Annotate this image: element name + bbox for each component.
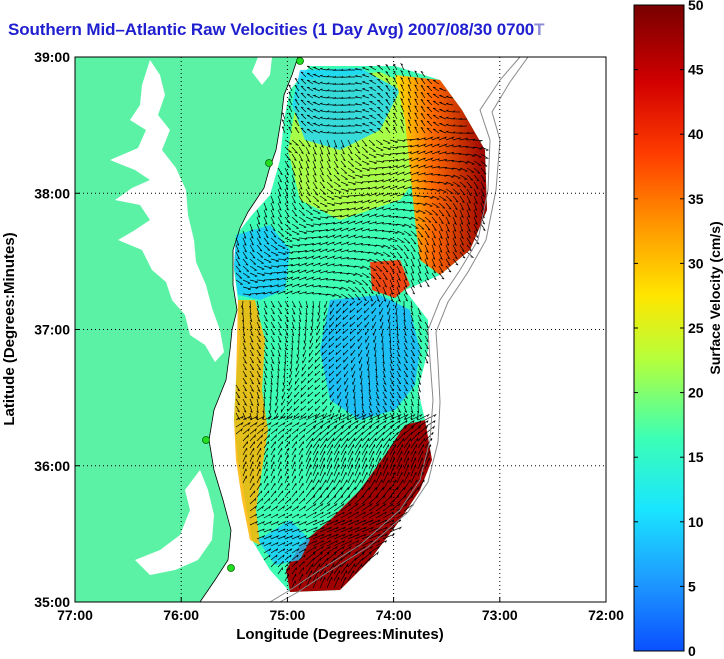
radar-site-2 bbox=[265, 159, 273, 167]
colorbar-tick-label: 35 bbox=[688, 191, 704, 207]
isobath-shallow bbox=[269, 57, 521, 602]
colorbar-tick-label: 45 bbox=[688, 62, 704, 78]
radar-site-3 bbox=[202, 436, 210, 444]
colorbar-tick-label: 40 bbox=[688, 126, 704, 142]
delaware-bay bbox=[252, 57, 272, 85]
radar-sites bbox=[202, 57, 304, 572]
field-south-hot bbox=[286, 420, 432, 592]
radar-site-1 bbox=[296, 57, 304, 65]
y-tick-label: 39:00 bbox=[34, 49, 70, 65]
y-axis-label: Latitude (Degrees:Minutes) bbox=[1, 232, 18, 425]
colorbar-tick-label: 50 bbox=[688, 0, 704, 13]
pamlico-sound bbox=[135, 470, 214, 575]
colorbar-tick-label: 10 bbox=[688, 514, 704, 530]
velocity-vectors bbox=[235, 62, 490, 589]
grid-lines bbox=[75, 57, 606, 602]
x-tick-label: 77:00 bbox=[57, 607, 93, 623]
isobaths bbox=[269, 57, 529, 602]
colorbar-tick-label: 30 bbox=[688, 255, 704, 271]
x-tick-label: 74:00 bbox=[376, 607, 412, 623]
colorbar-label: Surface Velocity (cm/s) bbox=[707, 221, 723, 374]
y-tick-label: 37:00 bbox=[34, 322, 70, 338]
isobath-deep bbox=[279, 57, 529, 602]
field-mid-blue bbox=[320, 295, 420, 420]
colorbar-tick-label: 0 bbox=[688, 643, 696, 659]
field-south-blue bbox=[258, 520, 310, 565]
y-tick-label: 38:00 bbox=[34, 185, 70, 201]
map-title-text: Southern Mid–Atlantic Raw Velocities (1 … bbox=[8, 20, 535, 39]
coastline bbox=[199, 57, 299, 602]
y-axis-ticks: 35:00 36:00 37:00 38:00 39:00 bbox=[34, 49, 80, 610]
x-tick-label: 72:00 bbox=[588, 607, 624, 623]
y-tick-label: 35:00 bbox=[34, 594, 70, 610]
chesapeake-bay bbox=[110, 60, 224, 362]
vector-arrows bbox=[235, 62, 490, 589]
x-axis-label: Longitude (Degrees:Minutes) bbox=[236, 626, 444, 643]
colorbar-tick-label: 25 bbox=[688, 320, 704, 336]
x-tick-label: 73:00 bbox=[482, 607, 518, 623]
x-axis-ticks: 77:00 76:00 75:00 74:00 73:00 72:00 bbox=[57, 597, 624, 623]
colorbar-ticks: 0 5 10 15 20 25 30 35 40 45 50 bbox=[634, 0, 704, 659]
map-title: Southern Mid–Atlantic Raw Velocities (1 … bbox=[8, 20, 545, 40]
field-north-blue bbox=[292, 68, 400, 150]
colorbar bbox=[633, 4, 685, 652]
colorbar-tick-label: 5 bbox=[688, 578, 696, 594]
colorbar-tick-label: 15 bbox=[688, 449, 704, 465]
map-title-clipped-tail: T bbox=[534, 20, 545, 39]
y-tick-label: 36:00 bbox=[34, 458, 70, 474]
x-tick-label: 76:00 bbox=[163, 607, 199, 623]
radar-site-4 bbox=[227, 564, 235, 572]
colorbar-tick-label: 20 bbox=[688, 385, 704, 401]
x-tick-label: 75:00 bbox=[269, 607, 305, 623]
